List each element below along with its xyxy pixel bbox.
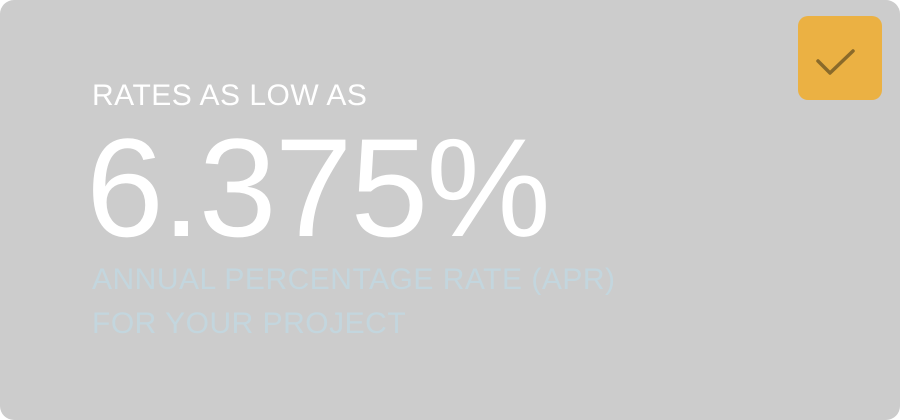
rate-subtitle-line1: ANNUAL PERCENTAGE RATE (APR) bbox=[92, 263, 616, 296]
rate-value: 6.375% bbox=[86, 109, 551, 266]
select-checkbox[interactable] bbox=[798, 16, 882, 100]
check-icon bbox=[816, 49, 855, 75]
rate-subtitle-line2: FOR YOUR PROJECT bbox=[92, 307, 407, 340]
rate-kicker: RATES AS LOW AS bbox=[92, 79, 368, 112]
